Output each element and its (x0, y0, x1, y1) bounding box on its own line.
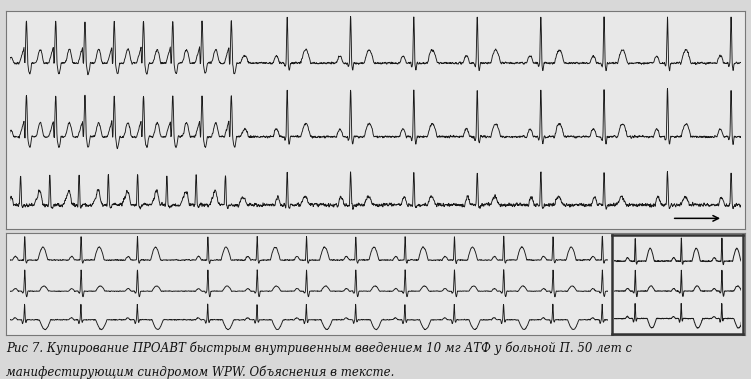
Text: Рис 7. Купирование ПРОАВТ быстрым внутривенным введением 10 мг АТФ у больной П. : Рис 7. Купирование ПРОАВТ быстрым внутри… (6, 341, 632, 355)
Text: манифестирующим синдромом WPW. Объяснения в тексте.: манифестирующим синдромом WPW. Объяснени… (6, 366, 394, 379)
